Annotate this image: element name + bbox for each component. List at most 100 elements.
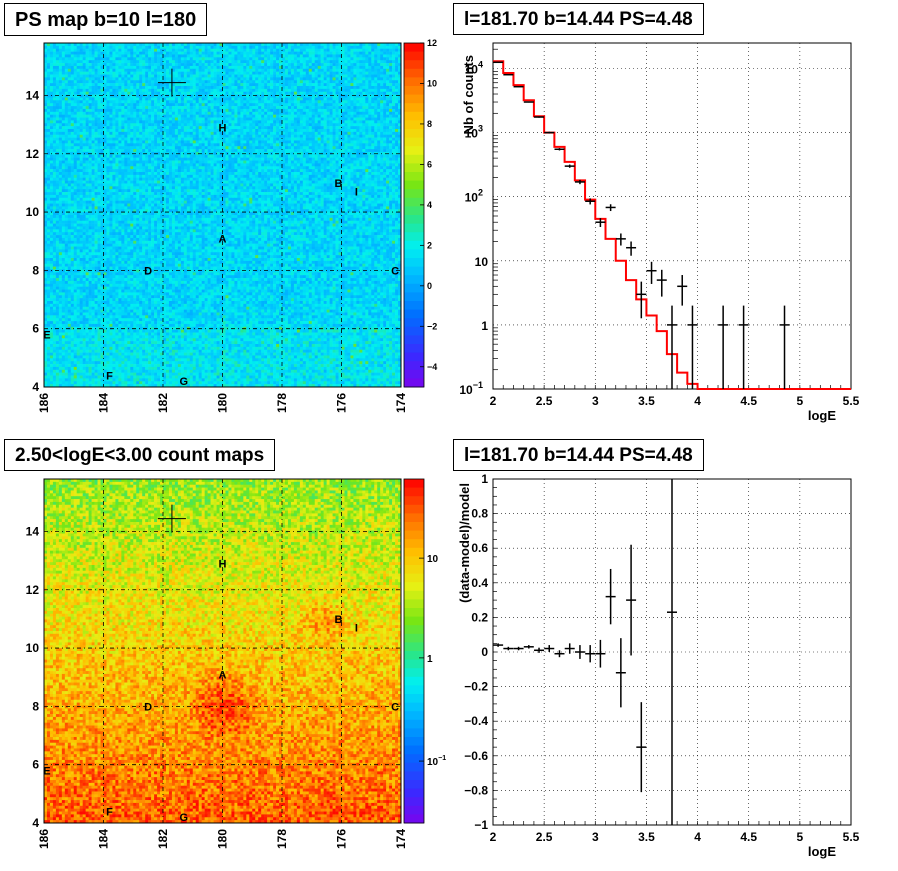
y-tick-label: −0.8 [464,783,488,797]
data-point [554,650,565,658]
colorbar: 12 10 8 6 4 2 0 −2 −4 [403,38,437,388]
heatmap-pixels [44,43,402,388]
sky-map-ps: 186 184 182 180 178 176 174 4 6 8 10 12 14 A BI C D E F G H 1… [26,38,438,413]
data-point [667,479,677,825]
source-label: H [219,123,227,135]
y-axis-label: (data-model)/model [457,483,472,603]
data-point [636,702,647,793]
x-tick-label: 5.5 [843,394,860,408]
x-tick-label: 182 [156,393,170,413]
source-label: D [144,701,152,713]
colorbar-tick-label: 2 [427,240,432,250]
source-label: A [219,669,227,681]
x-tick-label: 186 [37,829,51,849]
data-point [523,101,534,103]
x-tick-label: 4.5 [740,394,757,408]
x-tick-label: 178 [275,829,289,849]
data-point [513,646,524,651]
source-label: E [43,330,50,342]
x-tick-label: 182 [156,829,170,849]
y-tick-label: 12 [26,583,40,597]
data-point [738,305,749,389]
x-tick-label: 2 [490,394,497,408]
data-point [677,275,688,306]
x-tick-label: 5.5 [843,830,860,844]
colorbar-tick-label: 12 [427,38,437,48]
y-tick-label: 14 [26,88,40,102]
source-label: D [144,265,152,277]
y-tick-label: 0.4 [471,576,488,590]
x-tick-label: 180 [216,393,230,413]
y-tick-label: 0 [481,645,488,659]
sky-map-counts: 186 184 182 180 178 176 174 4 6 8 10 12 14 A BI C D E F G H 1… [26,478,446,849]
y-tick-label: 4 [32,380,39,394]
x-tick-label: 5 [797,394,804,408]
data-point [574,179,585,185]
source-label: E [43,766,50,778]
y-tick-label: 10 [475,255,489,269]
x-tick-label: 3.5 [638,830,655,844]
map-frame [43,42,402,388]
data-point [605,204,616,212]
source-label: A [219,233,227,245]
x-tick-label: 4 [694,394,701,408]
panel-title-ps-map: PS map b=10 l=180 [4,3,208,36]
x-tick-label: 178 [275,393,289,413]
colorbar-tick-label: 0 [427,281,432,291]
data-point [564,643,575,654]
x-tick-label: 184 [97,829,111,849]
data-point [544,645,555,652]
x-tick-label: 2 [490,830,497,844]
panel-title-spectrum: l=181.70 b=14.44 PS=4.48 [453,3,704,35]
source-label: I [355,187,358,199]
residual-plot: 2 2.5 3 3.5 4 4.5 5 5.5 −1 −0.8 −0.6 −0.4 −0.2 0 0.2 0.… [457,472,860,859]
y-tick-label: −0.2 [464,680,488,694]
y-tick-label: 0.6 [471,541,488,555]
data-point [667,305,677,389]
source-label: F [106,806,113,818]
data-point [656,269,667,297]
panel-title-count-map: 2.50<logE<3.00 count maps [4,439,276,471]
data-point [585,645,596,663]
x-tick-label: 3.5 [638,394,655,408]
x-tick-label: 2.5 [536,394,553,408]
colorbar-tick-label: −2 [427,321,437,331]
data-point [503,73,514,76]
source-label: G [180,376,189,388]
colorbar-tick-label: 4 [427,200,432,210]
y-tick-label: 102 [465,188,483,205]
x-tick-label: 174 [394,393,408,413]
y-tick-label: 0.8 [471,507,488,521]
data-point [503,646,514,651]
x-tick-label: 186 [37,393,51,413]
colorbar: 10 1 10−1 [403,478,446,824]
x-tick-label: 176 [335,393,349,413]
y-tick-label: 4 [32,816,39,830]
x-tick-label: 3 [592,394,599,408]
data-point [523,645,534,649]
data-point [626,544,637,656]
colorbar-tick-label: 10−1 [427,755,446,768]
colorbar-tick-label: 10 [427,78,437,88]
x-tick-label: 180 [216,829,230,849]
x-tick-label: 184 [97,393,111,413]
source-label: B [335,178,343,190]
y-tick-label: −1 [474,818,488,832]
colorbar-tick-label: 10 [427,554,439,565]
source-label: C [391,701,399,713]
x-tick-label: 176 [335,829,349,849]
data-point [564,164,575,168]
source-label: G [180,812,189,824]
data-point [574,645,585,659]
data-point [534,647,545,653]
x-tick-label: 5 [797,830,804,844]
x-axis-label: logE [808,408,836,423]
y-tick-label: −0.6 [464,749,488,763]
y-tick-label: 0.2 [471,610,488,624]
colorbar-tick-label: −4 [427,362,437,372]
data-point [646,261,657,284]
colorbar-frame [403,42,425,388]
y-tick-label: 1 [481,319,488,333]
panel-title-residuals: l=181.70 b=14.44 PS=4.48 [453,439,704,471]
